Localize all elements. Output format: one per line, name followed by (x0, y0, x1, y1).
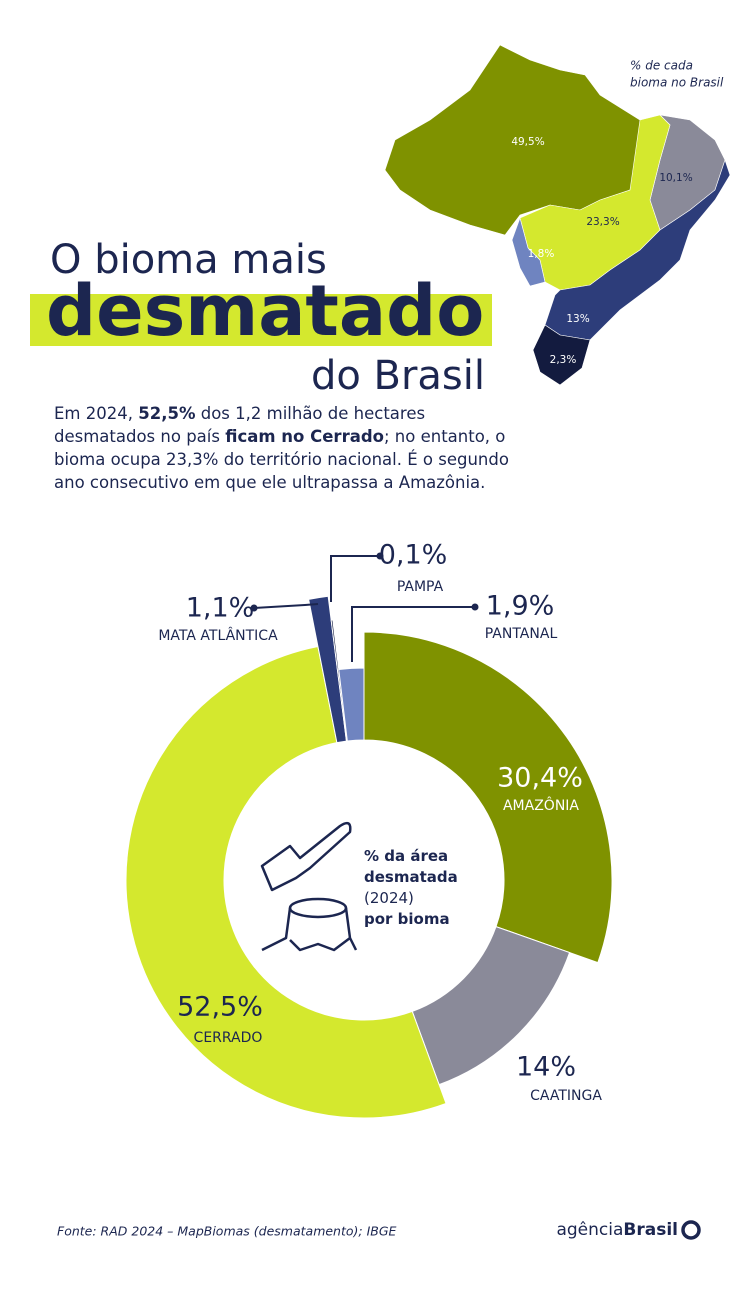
logo-bold: Brasil (623, 1220, 678, 1240)
category-label: CERRADO (194, 1030, 263, 1046)
callout-line (351, 606, 475, 662)
value-label: 1,1% (186, 593, 255, 624)
description-run: dos 1,2 milhão de hectares desmatados no… (54, 404, 426, 446)
callout-dot (471, 603, 479, 611)
description-run: Em 2024, (54, 404, 139, 423)
description-run: ; no entanto, o bioma ocupa 23,3% do ter… (54, 427, 509, 492)
donut-segment (338, 667, 365, 742)
description: Em 2024, 52,5% dos 1,2 milhão de hectare… (54, 402, 524, 494)
logo-mark (681, 1220, 701, 1240)
donut-segment (125, 645, 447, 1119)
title-highlight (30, 294, 492, 346)
map-label: 10,1% (659, 172, 692, 184)
callout-line (253, 603, 319, 609)
center-line: desmatada (364, 868, 458, 886)
center-line: (2024) (364, 889, 414, 907)
map-label: 1,8% (528, 248, 555, 260)
donut-segment (363, 631, 613, 964)
map-region (511, 217, 546, 287)
donut-chart: 30,4% AMAZÔNIA 14% CAATINGA 52,5% CERRADO 1,1%… (125, 540, 613, 1119)
description-run: 52,5% (138, 404, 196, 423)
center-line: por bioma (364, 910, 450, 928)
title-main: desmatado (46, 270, 484, 352)
source: Fonte: RAD 2024 – MapBiomas (desmatament… (57, 1224, 397, 1239)
title-line: O bioma mais (50, 237, 327, 283)
chainsaw-icon (260, 821, 352, 892)
callout-dot (250, 604, 258, 612)
value-label: 14% (516, 1052, 576, 1083)
category-label: PAMPA (397, 579, 444, 595)
map-label: 23,3% (586, 216, 619, 228)
category-label: AMAZÔNIA (503, 796, 579, 814)
map-label: 13% (566, 313, 589, 325)
map-label: 49,5% (511, 136, 544, 148)
center-text: % da área desmatada (2024) por bioma (364, 847, 458, 928)
logo-light: agência (556, 1220, 623, 1240)
callout-dot (376, 552, 384, 560)
logo: agênciaBrasil (556, 1220, 678, 1240)
map-legend: % de cada (630, 59, 693, 73)
callout-line (330, 555, 380, 602)
value-label: 0,1% (379, 540, 448, 571)
center-line: % da área (364, 847, 448, 865)
map: 49,5% 10,1% 23,3% 1,8% 13% 2,3% % de cada bioma… (384, 44, 731, 386)
value-label: 1,9% (486, 591, 555, 622)
icons (260, 821, 358, 952)
title-line: do Brasil (311, 353, 485, 399)
map-region (532, 324, 591, 386)
value-label: 52,5% (177, 992, 263, 1023)
donut-hole (225, 741, 503, 1019)
category-label: CAATINGA (530, 1088, 602, 1104)
stump-icon (261, 907, 358, 952)
map-label: 2,3% (550, 354, 577, 366)
category-label: PANTANAL (485, 626, 558, 642)
description-run: ficam no Cerrado (225, 427, 384, 446)
value-label: 30,4% (497, 763, 583, 794)
category-label: MATA ATLÂNTICA (158, 626, 278, 644)
map-legend: bioma no Brasil (630, 76, 724, 90)
